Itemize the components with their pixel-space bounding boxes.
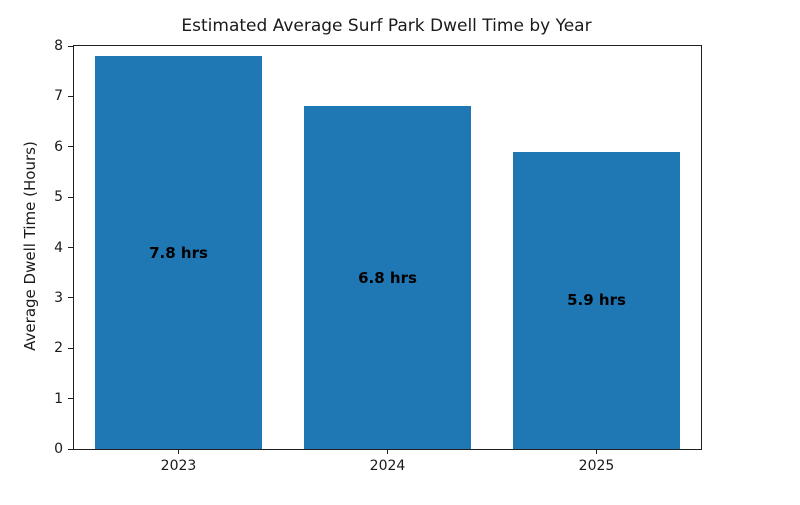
x-tick-label: 2023: [160, 458, 197, 474]
bar: [303, 106, 472, 449]
y-tick-mark: [68, 247, 73, 248]
y-tick-mark: [68, 146, 73, 148]
y-tick-label: 3: [54, 289, 63, 306]
x-tick-mark: [387, 449, 388, 454]
y-tick-mark: [68, 398, 73, 400]
y-tick-label: 8: [54, 38, 63, 54]
plot-area: 0 1 2 3 4 5 6 7 8 7.8 hrs 2023 6.8 hrs 2024 5.9 hrs 20…: [54, 38, 702, 474]
y-tick-label: 6: [54, 138, 63, 155]
y-tick-mark: [68, 45, 73, 47]
y-tick-label: 1: [54, 390, 63, 407]
y-tick-label: 7: [54, 88, 63, 105]
x-tick-mark: [178, 449, 179, 454]
y-tick-label: 5: [54, 189, 63, 206]
bar: [512, 151, 681, 449]
x-tick-label: 2025: [578, 458, 615, 474]
y-tick-mark: [68, 448, 73, 450]
y-axis-label: Average Dwell Time (Hours): [21, 141, 39, 351]
y-tick-label: 2: [54, 340, 63, 357]
chart-title: Estimated Average Surf Park Dwell Time b…: [181, 16, 592, 36]
y-tick-mark: [68, 95, 73, 97]
y-tick-label: 0: [54, 441, 63, 457]
bar: [94, 56, 263, 449]
bar-value-label: 5.9 hrs: [567, 291, 626, 310]
y-tick-mark: [68, 196, 73, 198]
bar-value-label: 6.8 hrs: [358, 268, 417, 287]
y-tick-mark: [68, 347, 73, 349]
y-tick-label: 4: [54, 239, 63, 256]
bar-value-label: 7.8 hrs: [149, 243, 208, 262]
x-tick-label: 2024: [369, 458, 406, 474]
y-tick-mark: [68, 297, 73, 299]
x-tick-mark: [596, 449, 597, 454]
